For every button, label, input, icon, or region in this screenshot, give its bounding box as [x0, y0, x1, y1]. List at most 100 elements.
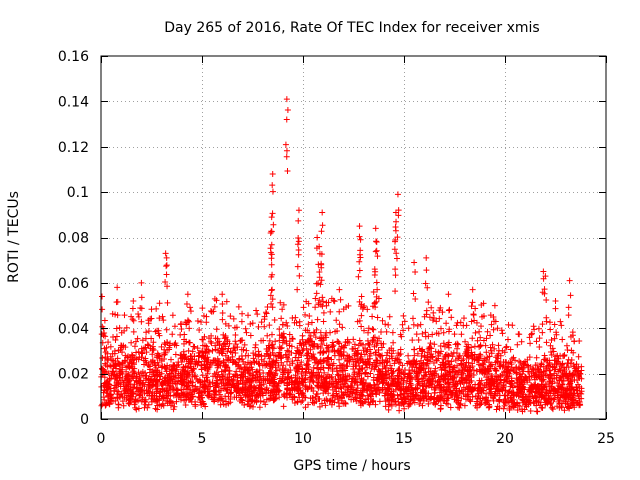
data-point	[114, 355, 121, 362]
data-point	[456, 404, 463, 411]
data-point	[477, 343, 484, 349]
data-point	[325, 390, 332, 397]
data-point	[232, 341, 239, 348]
data-point	[230, 315, 237, 322]
data-point	[344, 389, 351, 396]
data-point	[219, 397, 226, 404]
data-point	[189, 373, 196, 380]
data-point	[122, 375, 129, 382]
data-point	[318, 400, 325, 407]
data-point	[536, 344, 543, 351]
data-point	[285, 373, 292, 380]
data-point	[310, 354, 317, 361]
data-point	[242, 373, 249, 380]
data-point	[260, 398, 267, 405]
data-point	[101, 317, 108, 324]
data-point	[194, 345, 201, 352]
data-point	[533, 408, 540, 415]
data-point	[297, 387, 304, 394]
data-point	[119, 393, 126, 400]
data-point	[200, 389, 207, 396]
data-point	[307, 376, 314, 383]
data-point	[140, 379, 147, 386]
data-point	[227, 389, 234, 396]
data-point	[298, 370, 305, 377]
data-point	[306, 339, 313, 346]
data-point	[209, 379, 216, 386]
data-point	[130, 361, 137, 368]
data-point	[283, 340, 290, 347]
data-point	[372, 401, 379, 408]
data-point	[153, 386, 160, 393]
data-point	[133, 391, 140, 398]
data-point	[190, 387, 197, 394]
data-point	[251, 398, 258, 405]
data-point	[374, 340, 381, 347]
data-point	[460, 315, 467, 322]
data-point	[338, 394, 345, 401]
data-point	[422, 329, 429, 336]
data-point	[336, 308, 343, 315]
data-point	[304, 352, 311, 359]
data-point	[179, 390, 186, 397]
data-point	[317, 345, 324, 352]
data-point	[312, 393, 319, 400]
data-point	[443, 320, 450, 327]
data-point	[122, 383, 129, 390]
data-point	[440, 329, 447, 336]
data-point	[320, 318, 327, 325]
data-point	[193, 376, 200, 383]
data-point	[138, 294, 145, 301]
data-point	[267, 389, 274, 396]
data-point	[306, 383, 313, 390]
data-point	[318, 261, 325, 268]
data-point	[344, 357, 351, 364]
data-point	[113, 333, 120, 340]
data-point	[391, 246, 398, 253]
data-point	[405, 352, 412, 359]
data-point	[270, 396, 277, 403]
data-point	[161, 375, 168, 382]
data-point	[385, 392, 392, 399]
data-point	[255, 385, 262, 392]
data-point	[385, 321, 392, 328]
data-point	[514, 341, 521, 348]
data-point	[146, 382, 153, 389]
data-point	[168, 356, 175, 363]
y-tick-label: 0.04	[58, 321, 89, 337]
data-point	[575, 353, 582, 360]
data-point	[382, 321, 389, 328]
data-point	[99, 306, 106, 313]
data-point	[378, 344, 385, 351]
data-point	[246, 403, 253, 410]
data-point	[154, 373, 161, 380]
data-point	[132, 396, 139, 403]
data-point	[321, 397, 328, 404]
data-point	[280, 403, 287, 410]
data-point	[274, 383, 281, 390]
data-point	[160, 393, 167, 400]
data-point	[313, 280, 320, 287]
data-point	[345, 353, 352, 360]
data-point	[240, 346, 247, 353]
data-point	[125, 372, 132, 379]
data-point	[335, 372, 342, 379]
data-point	[248, 361, 255, 368]
data-point	[325, 344, 332, 351]
data-point	[269, 210, 276, 217]
data-point	[215, 387, 222, 394]
data-point	[130, 328, 137, 335]
data-point	[203, 383, 210, 390]
data-point	[112, 397, 119, 404]
data-point	[325, 365, 332, 372]
data-point	[389, 329, 396, 336]
data-point	[170, 365, 177, 372]
data-point	[224, 376, 231, 383]
data-point	[180, 351, 187, 358]
data-point	[328, 356, 335, 363]
data-point	[287, 391, 294, 398]
data-point	[199, 394, 206, 401]
data-point	[223, 362, 230, 369]
data-point	[472, 329, 479, 336]
data-point	[172, 351, 179, 358]
